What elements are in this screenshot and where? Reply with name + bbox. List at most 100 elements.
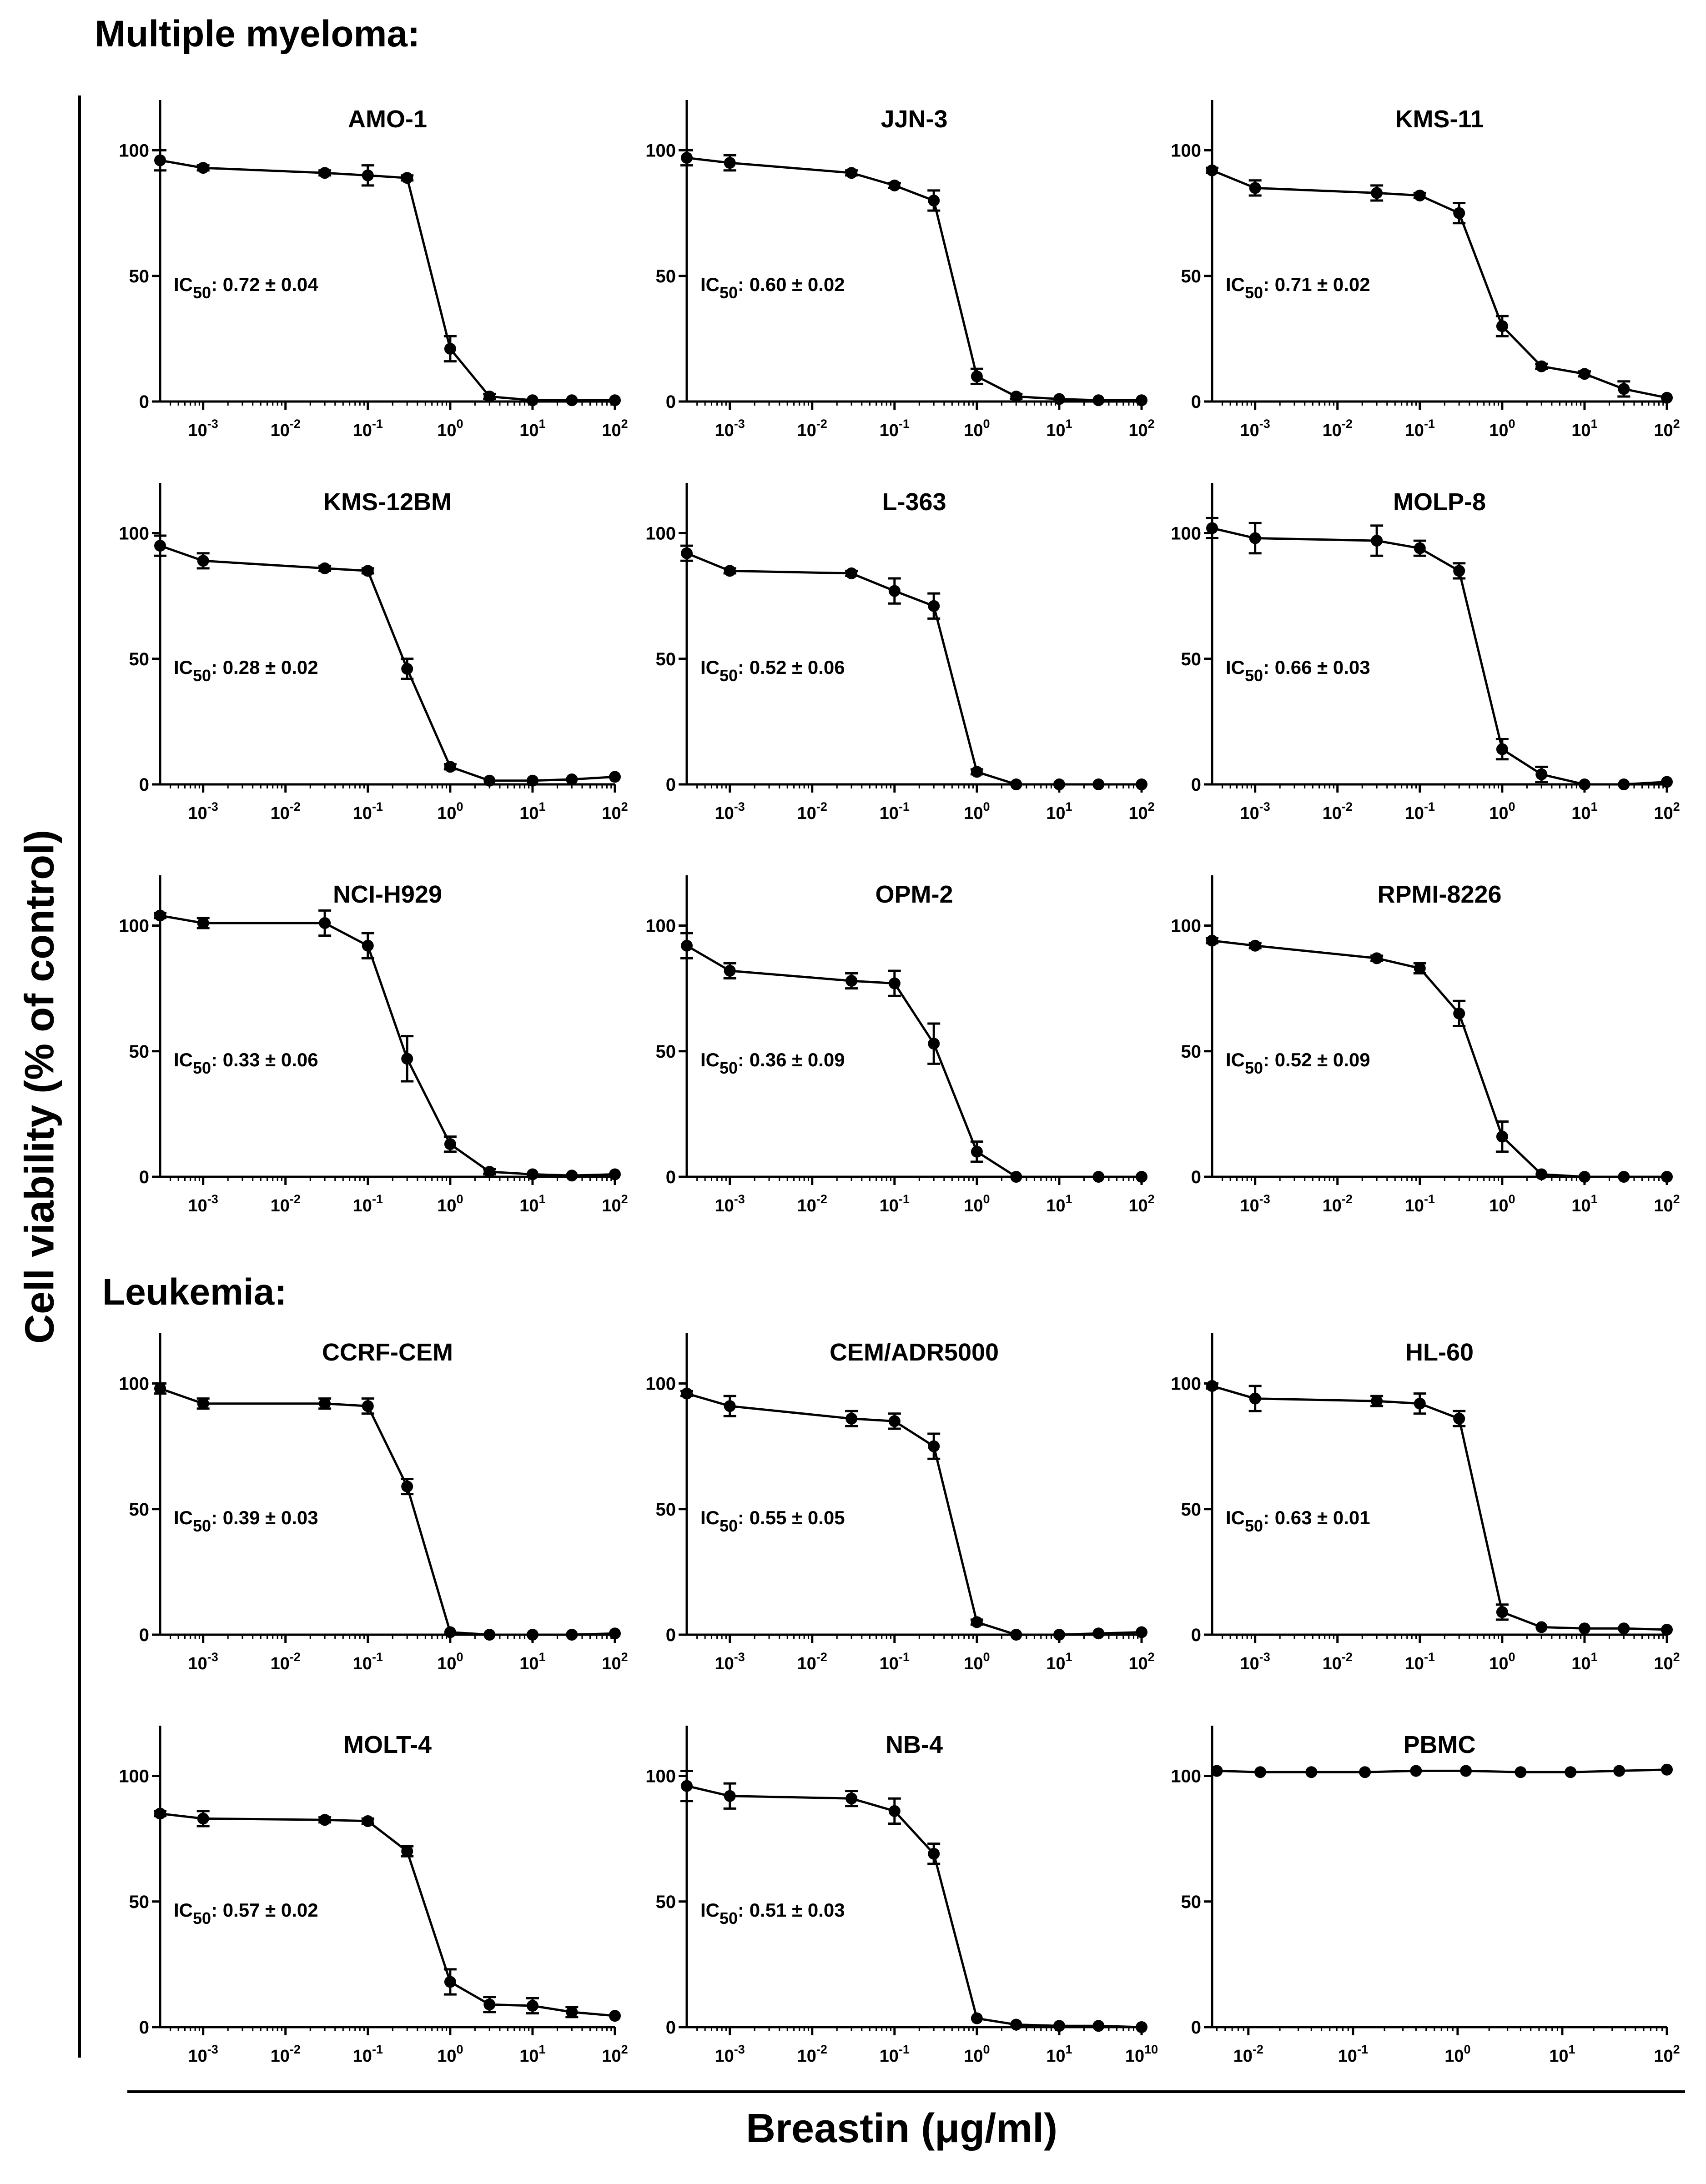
y-tick-label: 50 — [1181, 1042, 1202, 1062]
data-point — [1371, 952, 1383, 964]
panel-title: HL-60 — [1405, 1339, 1474, 1366]
y-tick-label: 50 — [1181, 1500, 1202, 1520]
y-tick-label: 100 — [1171, 524, 1201, 544]
x-tick-label: 10-2 — [1233, 2043, 1263, 2066]
data-point — [1496, 1130, 1508, 1143]
data-point — [1496, 1606, 1508, 1618]
data-point — [1010, 778, 1022, 790]
data-point — [1053, 1629, 1065, 1641]
data-point — [319, 1397, 331, 1410]
y-tick-label: 0 — [1191, 2018, 1201, 2038]
data-point — [1565, 1766, 1577, 1778]
x-tick-label: 101 — [1571, 1650, 1597, 1673]
x-tick-label: 101 — [519, 800, 545, 823]
data-point — [319, 917, 331, 929]
x-tick-label: 10-3 — [188, 2043, 218, 2066]
series-line — [686, 156, 1142, 402]
series-line — [686, 552, 1142, 786]
data-point — [971, 1616, 983, 1628]
y-tick-label: 100 — [119, 1374, 149, 1394]
data-point — [1613, 1765, 1625, 1777]
data-point — [1535, 1621, 1548, 1633]
data-point — [609, 2010, 621, 2022]
data-point — [566, 1629, 578, 1641]
data-point — [1578, 368, 1590, 380]
y-tick-label: 0 — [666, 1167, 676, 1187]
y-tick-label: 50 — [656, 1042, 676, 1062]
x-tick-label: 101 — [1571, 417, 1597, 440]
data-point — [1578, 1622, 1590, 1635]
data-point — [1453, 1007, 1465, 1019]
data-point — [483, 1165, 496, 1178]
data-point — [444, 1138, 456, 1150]
x-tick-label: 102 — [1654, 1650, 1680, 1673]
x-tick-label: 10-1 — [353, 2043, 383, 2066]
panel-title: NB-4 — [886, 1731, 943, 1758]
x-tick-label: 100 — [964, 800, 990, 823]
data-point — [197, 1812, 209, 1825]
data-point — [724, 565, 736, 577]
y-tick-label: 100 — [119, 524, 149, 544]
data-point — [681, 939, 693, 952]
data-point — [971, 370, 983, 382]
y-tick-label: 0 — [1191, 1167, 1201, 1187]
data-point — [154, 1382, 166, 1395]
y-tick-label: 100 — [1171, 1374, 1201, 1394]
data-point — [724, 1790, 736, 1802]
data-point — [1414, 542, 1426, 554]
data-point — [1578, 778, 1590, 790]
data-point — [362, 1400, 374, 1412]
ic50-label: IC50: 0.72 ± 0.04 — [174, 274, 318, 302]
x-tick-label: 102 — [1128, 417, 1154, 440]
y-tick-label: 50 — [656, 1892, 676, 1912]
data-point — [1496, 743, 1508, 755]
x-tick-label: 102 — [1128, 1192, 1154, 1215]
series-line — [1212, 1385, 1667, 1631]
data-point — [1249, 1392, 1261, 1405]
ic50-label: IC50: 0.36 ± 0.09 — [700, 1049, 845, 1077]
panel-pbmc: PBMC 0 50 100 10-2 10-1 100 101 102 — [1171, 1726, 1680, 2066]
x-tick-label: 10-2 — [1323, 800, 1353, 823]
data-point — [1661, 776, 1673, 788]
x-tick-label: 10-1 — [880, 800, 910, 823]
panel-hl-60: HL-60 0 50 100 10-3 10-2 10-1 100 101 102 IC50: 0.… — [1171, 1333, 1680, 1673]
data-point — [566, 394, 578, 407]
x-tick-label: 101 — [1046, 1192, 1072, 1215]
data-point — [845, 567, 858, 579]
data-point — [1371, 1395, 1383, 1407]
panel-nb-4: NB-4 0 50 100 10-3 10-2 10-1 100 101 1010 IC50: 0.… — [645, 1726, 1158, 2066]
y-tick-label: 50 — [129, 1500, 150, 1520]
x-tick-label: 10-2 — [797, 2043, 827, 2066]
y-tick-label: 100 — [119, 141, 149, 161]
data-point — [401, 1053, 413, 1065]
x-tick-label: 101 — [519, 1192, 545, 1215]
y-tick-label: 0 — [1191, 775, 1201, 795]
data-point — [1515, 1766, 1527, 1778]
panel-kms-11: KMS-11 0 50 100 10-3 10-2 10-1 100 101 102 IC50: 0… — [1171, 100, 1680, 440]
data-point — [724, 1400, 736, 1412]
x-tick-label: 102 — [1654, 2043, 1680, 2066]
data-point — [888, 977, 901, 989]
series-line — [1217, 1768, 1667, 1773]
x-tick-label: 10-2 — [271, 2043, 301, 2066]
panel-title: OPM-2 — [875, 881, 953, 908]
x-tick-label: 10-1 — [353, 417, 383, 440]
series-line — [686, 1785, 1142, 2028]
data-point — [1053, 778, 1065, 790]
data-point — [1136, 778, 1147, 790]
data-point — [526, 394, 538, 407]
series-line — [686, 1392, 1142, 1636]
data-point — [483, 774, 496, 787]
panel-title: RPMI-8226 — [1377, 881, 1501, 908]
data-point — [845, 1412, 858, 1425]
x-tick-label: 101 — [1046, 2043, 1072, 2066]
ic50-label: IC50: 0.39 ± 0.03 — [174, 1507, 318, 1535]
x-tick-label: 10-3 — [188, 1650, 218, 1673]
x-tick-label: 101 — [1571, 800, 1597, 823]
x-tick-label: 10-1 — [880, 417, 910, 440]
data-point — [1414, 189, 1426, 201]
data-point — [526, 774, 538, 787]
data-point — [1092, 1627, 1105, 1640]
data-point — [1618, 383, 1630, 395]
y-tick-label: 100 — [1171, 1767, 1201, 1787]
